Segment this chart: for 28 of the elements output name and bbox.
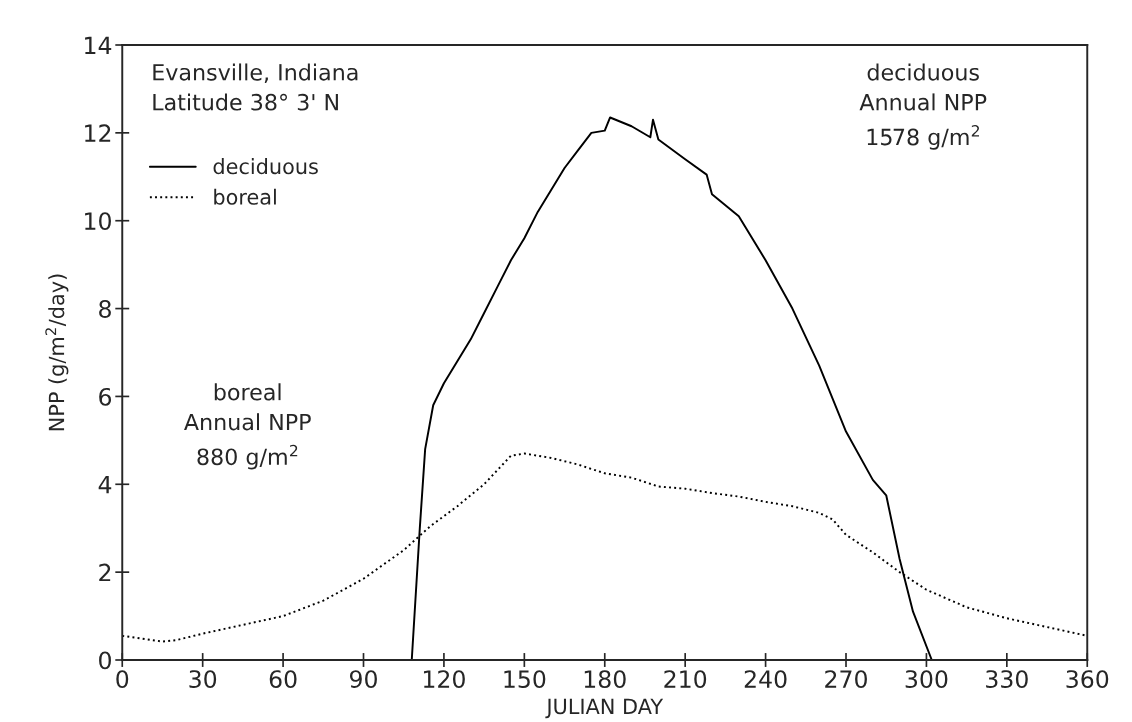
x-tick-label: 330 — [986, 670, 1028, 688]
x-tick-label: 270 — [825, 670, 867, 688]
y-tick-label: 8 — [99, 300, 111, 318]
y-axis-title: NPP (g/m$^{2}$/day) — [45, 274, 69, 431]
annotation: deciduous Annual NPP 1578 g/m$^{2}$ — [859, 63, 987, 150]
x-tick-label: 300 — [905, 670, 948, 688]
annotation: Evansville, Indiana Latitude 38° 3' N — [153, 63, 358, 111]
x-tick-label: 30 — [189, 670, 217, 688]
y-tick-label: 2 — [99, 563, 111, 582]
x-tick-label: 0 — [116, 670, 129, 688]
x-tick-label: 240 — [744, 670, 787, 688]
x-axis-title: JULIAN DAY — [545, 698, 664, 719]
y-tick-label: 6 — [99, 387, 112, 406]
legend-label: boreal — [214, 188, 276, 205]
y-tick-label: 12 — [85, 124, 111, 142]
y-tick-label: 10 — [85, 212, 111, 231]
y-tick-label: 4 — [98, 476, 112, 494]
x-tick-label: 120 — [423, 670, 465, 688]
y-tick-label: 0 — [99, 651, 111, 670]
annotation: boreal Annual NPP 880 g/m$^{2}$ — [184, 383, 311, 470]
x-tick-label: 90 — [349, 670, 377, 688]
legend-label: deciduous — [213, 158, 318, 175]
x-tick-label: 360 — [1066, 670, 1109, 688]
x-tick-label: 180 — [584, 670, 626, 688]
x-tick-label: 210 — [664, 670, 707, 688]
x-tick-label: 150 — [504, 670, 546, 688]
x-tick-label: 60 — [269, 670, 297, 688]
y-tick-label: 14 — [85, 36, 112, 54]
